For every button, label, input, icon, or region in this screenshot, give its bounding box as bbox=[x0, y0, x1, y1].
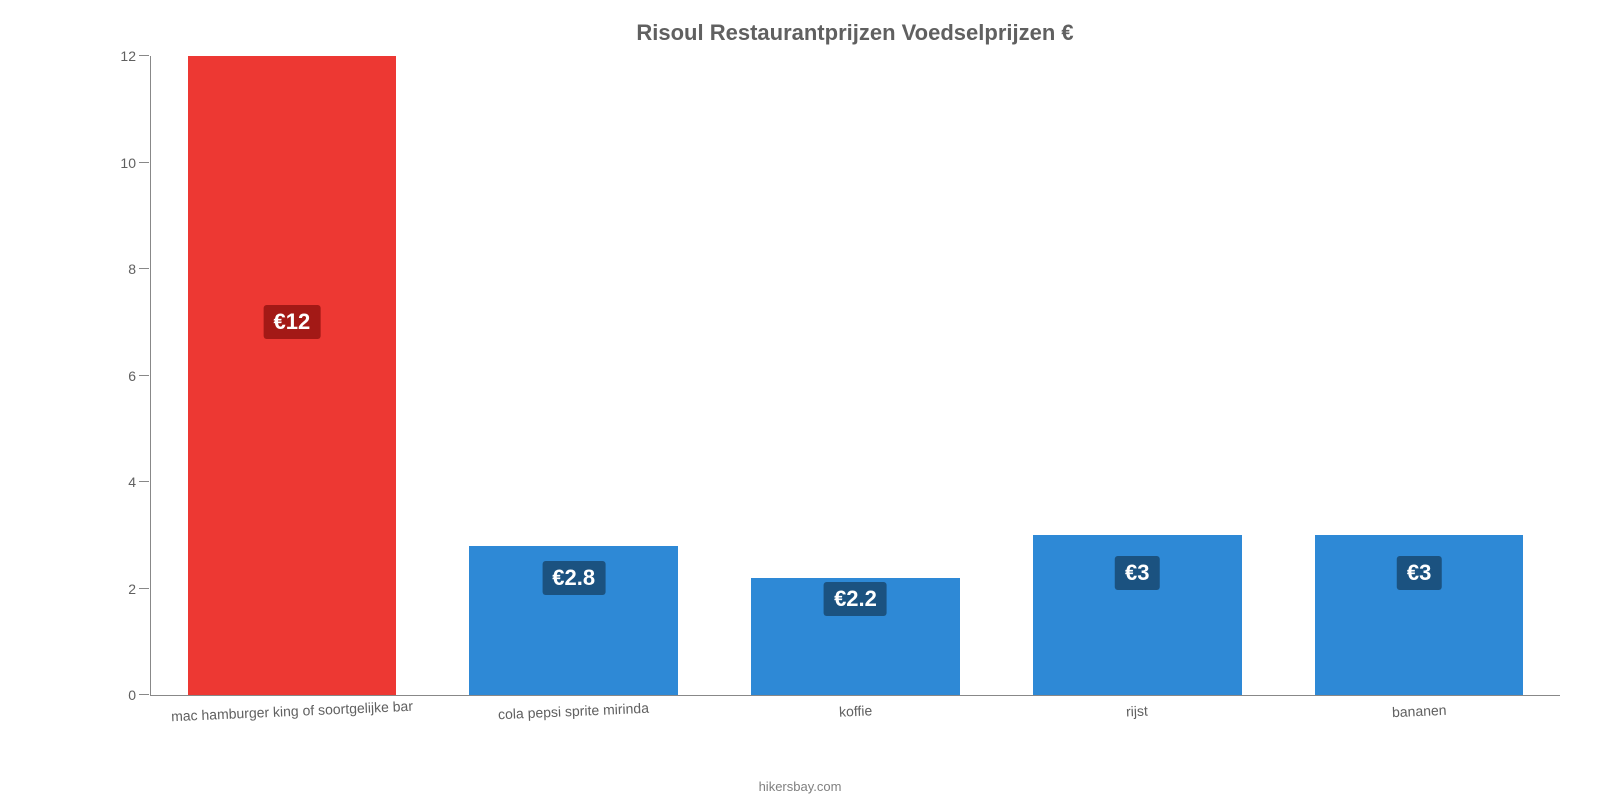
y-tick-label: 10 bbox=[96, 155, 136, 171]
y-tick-label: 12 bbox=[96, 48, 136, 64]
bar-slot: €2.8cola pepsi sprite mirinda bbox=[433, 56, 715, 695]
attribution-text: hikersbay.com bbox=[0, 779, 1600, 794]
category-label: bananen bbox=[1391, 702, 1446, 720]
bar-value-label: €2.2 bbox=[824, 582, 887, 616]
y-tick bbox=[139, 694, 149, 695]
category-label: rijst bbox=[1126, 703, 1148, 720]
bar-value-label: €3 bbox=[1397, 556, 1441, 590]
y-tick-label: 6 bbox=[96, 368, 136, 384]
category-label: mac hamburger king of soortgelijke bar bbox=[171, 698, 413, 725]
bar-slot: €2.2koffie bbox=[715, 56, 997, 695]
bar-slot: €3rijst bbox=[996, 56, 1278, 695]
y-tick bbox=[139, 55, 149, 56]
y-tick-label: 0 bbox=[96, 687, 136, 703]
y-tick bbox=[139, 162, 149, 163]
chart-container: Risoul Restaurantprijzen Voedselprijzen … bbox=[0, 0, 1600, 800]
bar-value-label: €2.8 bbox=[542, 561, 605, 595]
y-tick bbox=[139, 481, 149, 482]
y-tick-label: 2 bbox=[96, 581, 136, 597]
y-tick-label: 8 bbox=[96, 261, 136, 277]
y-tick bbox=[139, 268, 149, 269]
category-label: cola pepsi sprite mirinda bbox=[498, 700, 650, 723]
bar bbox=[188, 56, 397, 695]
y-tick bbox=[139, 588, 149, 589]
bar-slot: €3bananen bbox=[1278, 56, 1560, 695]
category-label: koffie bbox=[839, 702, 873, 719]
chart-title: Risoul Restaurantprijzen Voedselprijzen … bbox=[150, 20, 1560, 46]
bar-value-label: €3 bbox=[1115, 556, 1159, 590]
y-tick bbox=[139, 375, 149, 376]
plot-area: €12mac hamburger king of soortgelijke ba… bbox=[150, 56, 1560, 696]
bar-slot: €12mac hamburger king of soortgelijke ba… bbox=[151, 56, 433, 695]
y-tick-label: 4 bbox=[96, 474, 136, 490]
bar-value-label: €12 bbox=[264, 305, 321, 339]
bars-group: €12mac hamburger king of soortgelijke ba… bbox=[151, 56, 1560, 695]
